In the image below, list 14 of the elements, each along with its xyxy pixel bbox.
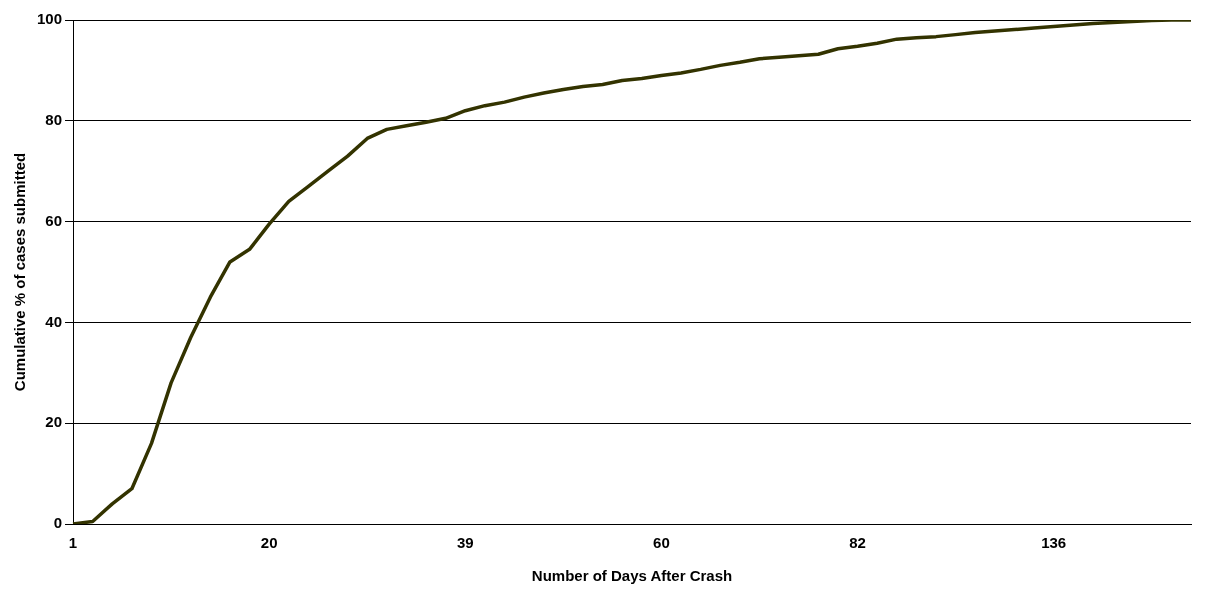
y-tick-label: 40 xyxy=(45,312,63,330)
y-tick-label: 0 xyxy=(53,514,63,532)
x-tick-label: 39 xyxy=(456,534,474,552)
y-tick-label: 100 xyxy=(37,10,63,28)
y-axis-title: Cumulative % of cases submitted xyxy=(11,152,29,392)
y-tick-label: 80 xyxy=(45,110,63,128)
y-tick-label: 60 xyxy=(45,211,63,229)
x-axis-title: Number of Days After Crash xyxy=(531,567,733,585)
x-tick-label: 60 xyxy=(653,534,670,552)
y-tick-label: 20 xyxy=(45,413,63,431)
x-tick-label: 1 xyxy=(68,534,78,552)
x-tick-label: 20 xyxy=(260,534,278,552)
x-tick-label: 136 xyxy=(1041,534,1067,552)
x-tick-label: 82 xyxy=(849,534,866,552)
